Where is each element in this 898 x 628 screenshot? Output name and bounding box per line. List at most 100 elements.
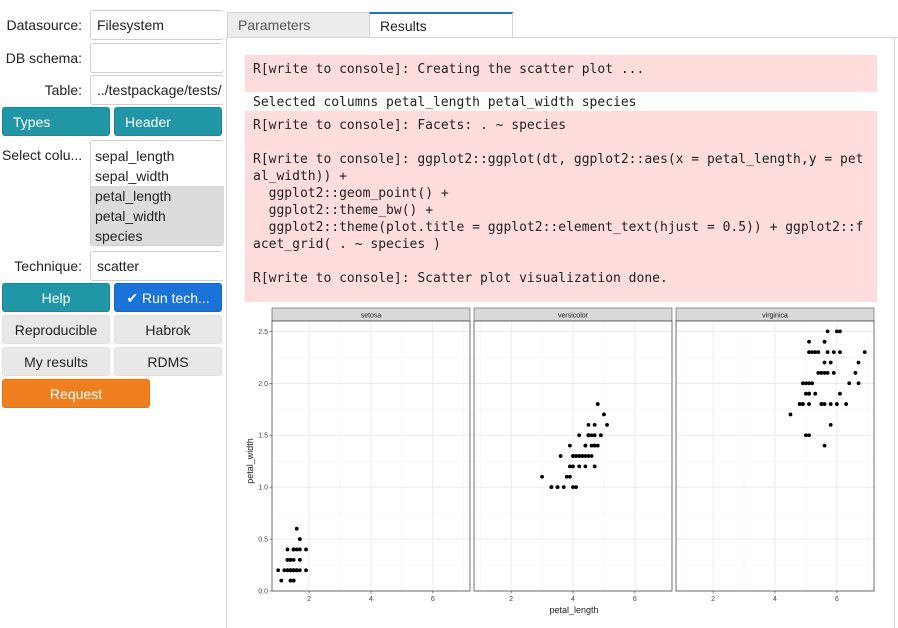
data-point [816,371,821,375]
data-point [297,557,302,562]
data-point [288,568,293,573]
data-point [804,381,808,386]
facet-strip-label: setosa [361,313,382,320]
data-point [288,557,293,562]
column-option-petal-width[interactable]: petal_width [91,206,224,226]
data-point [291,547,296,552]
help-button[interactable]: Help [2,283,110,312]
y-tick-label: 2.0 [258,381,268,388]
x-tick-label: 4 [369,596,373,603]
data-point [788,412,793,417]
data-point [558,454,563,458]
data-point [291,557,296,562]
data-point [574,454,578,458]
data-point [838,329,842,334]
data-point [819,371,824,375]
tab-parameters[interactable]: Parameters [227,12,370,38]
x-tick-label: 2 [509,596,513,603]
data-point [580,454,585,458]
data-point [279,578,284,583]
data-point [574,485,578,490]
data-point [825,329,830,334]
column-option-petal-length[interactable]: petal_length [91,186,224,206]
facet-panel-border [473,320,673,592]
data-point [592,433,597,438]
data-point [304,547,308,552]
selected-columns-text: Selected columns petal_length petal_widt… [253,95,637,110]
x-tick-label: 4 [571,596,575,603]
x-tick-label: 6 [431,596,435,603]
header-button[interactable]: Header [114,107,222,136]
x-tick-label: 4 [773,596,777,603]
table-label: Table: [44,82,82,98]
data-point [282,568,287,573]
data-point [291,568,296,573]
reproducible-button[interactable]: Reproducible [2,315,110,344]
data-point [583,443,588,448]
data-point [294,547,299,552]
x-tick-label: 6 [835,596,839,603]
data-point [555,485,560,490]
data-point [822,371,827,375]
column-option-sepal-length[interactable]: sepal_length [95,148,175,164]
facet-panel-border [675,320,875,592]
data-point [828,402,833,406]
y-axis-label: petal_width [245,438,255,484]
data-point [856,381,861,386]
x-axis-label: petal_length [549,605,598,615]
data-point [822,360,827,365]
data-point [589,443,594,448]
types-button[interactable]: Types [2,107,110,136]
request-button[interactable]: Request [2,379,150,408]
data-point [583,454,588,458]
data-point [297,547,302,552]
data-point [577,464,582,469]
data-point [294,526,299,531]
run-technique-button[interactable]: ✔ Run tech... [114,283,222,312]
data-point [589,454,594,458]
data-point [822,402,827,406]
select-columns-label: Select colu... [2,147,83,163]
data-point [577,454,582,458]
my-results-button[interactable]: My results [2,347,110,376]
data-point [571,464,575,469]
data-point [592,443,597,448]
data-point [589,433,594,438]
rdms-button[interactable]: RDMS [114,347,222,376]
data-point [810,350,815,355]
column-option-sepal-width[interactable]: sepal_width [95,168,169,184]
db-schema-input[interactable] [90,43,224,73]
data-point [807,402,811,406]
data-point [862,350,867,355]
data-point [586,454,591,458]
data-point [540,474,544,479]
data-point [568,474,572,479]
data-point [797,402,802,406]
datasource-select[interactable]: Filesystem [90,10,224,40]
technique-select[interactable]: scatter [90,251,224,281]
data-point [838,391,842,396]
column-option-species[interactable]: species [91,226,224,245]
data-point [834,329,839,334]
data-point [571,454,575,458]
y-tick-label: 1.0 [258,485,268,492]
data-point [297,568,302,573]
y-tick-label: 1.5 [258,433,268,440]
data-point [813,350,818,355]
table-input[interactable]: ../testpackage/tests/ [90,75,224,105]
data-point [816,350,821,355]
data-point [813,391,818,396]
data-point [807,391,811,396]
data-point [297,537,302,541]
facet-panel-border [271,320,471,592]
data-point [828,360,833,365]
data-point [586,422,591,427]
data-point [853,371,858,375]
data-point [831,350,836,355]
tab-results[interactable]: Results [369,12,513,38]
data-point [807,339,811,344]
columns-listbox[interactable]: sepal_length sepal_width petal_length pe… [90,140,224,246]
data-point [804,391,808,396]
technique-label: Technique: [14,258,82,274]
habrok-button[interactable]: Habrok [114,315,222,344]
